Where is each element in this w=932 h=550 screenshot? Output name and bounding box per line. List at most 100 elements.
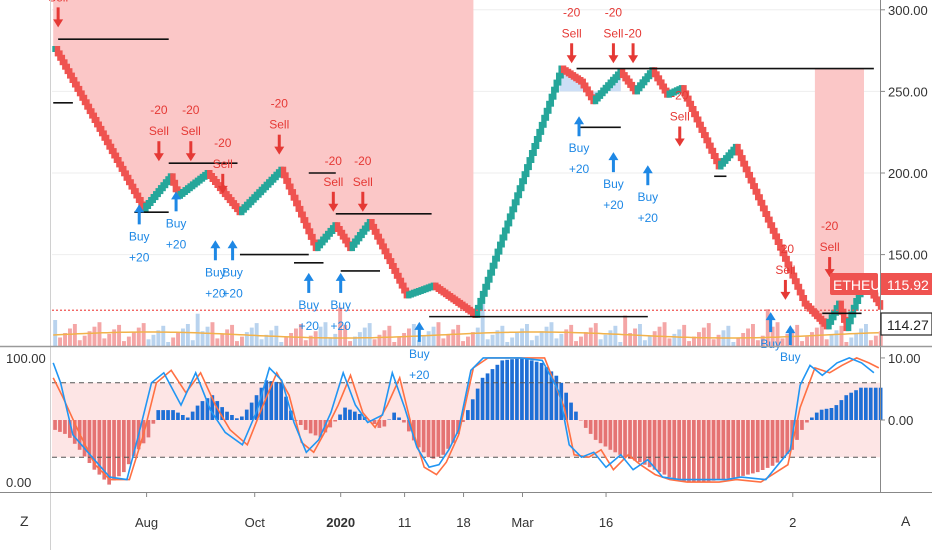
- buy-signal-label: +20: [299, 319, 320, 333]
- oscillator-histogram-bar: [215, 401, 220, 420]
- sell-signal-label: -20: [671, 89, 689, 103]
- oscillator-histogram-bar: [697, 420, 701, 483]
- oscillator-histogram-bar: [534, 361, 539, 420]
- oscillator-histogram-bar: [662, 420, 667, 475]
- oscillator-histogram-bar: [505, 359, 509, 420]
- volume-bar: [642, 340, 647, 346]
- volume-bar: [436, 322, 441, 346]
- oscillator-histogram-bar: [68, 420, 72, 438]
- volume-bar: [141, 323, 146, 346]
- buy-arrowhead-icon: [335, 272, 346, 281]
- oscillator-histogram-bar: [859, 387, 863, 420]
- sell-signal: -20 Sell: [353, 154, 373, 212]
- oscillator-histogram-bar: [677, 420, 681, 480]
- oscillator-histogram-bar: [97, 420, 102, 475]
- oscillator-histogram-bar: [126, 420, 131, 465]
- sell-signal: -20 Sell: [213, 136, 233, 194]
- buy-signal-label: +20: [129, 250, 150, 264]
- oscillator-histogram-bar: [279, 382, 283, 420]
- sell-arrowhead-icon: [328, 203, 339, 212]
- buy-arrowhead-icon: [303, 272, 314, 281]
- oscillator-histogram-bar: [692, 420, 696, 483]
- volume-bar: [692, 336, 696, 346]
- oscillator-histogram-bar: [814, 412, 819, 420]
- volume-bar: [421, 335, 426, 346]
- buy-signal: Buy +20: [222, 240, 243, 300]
- sell-signal-label: -20: [821, 219, 839, 233]
- price-axis-tick-label: 300.00: [888, 3, 928, 18]
- zoom-left-button[interactable]: Z: [8, 505, 44, 537]
- buy-arrowhead-icon: [785, 325, 796, 334]
- volume-bar: [200, 331, 205, 346]
- volume-bar: [760, 335, 765, 346]
- sell-signal-label: Sell: [820, 240, 840, 254]
- oscillator-signal-line: [52, 357, 880, 483]
- oscillator-histogram-bar: [102, 420, 107, 480]
- volume-bar: [569, 324, 574, 346]
- oscillator-histogram-bar: [706, 420, 711, 482]
- sell-arrowhead-icon: [53, 19, 64, 28]
- buy-arrowhead-icon: [227, 240, 238, 249]
- oscillator-histogram-bar: [824, 408, 829, 420]
- volume-bar: [176, 333, 181, 346]
- volume-bar: [515, 333, 520, 346]
- price-brick: [546, 100, 552, 114]
- oscillator-histogram-bar: [470, 399, 475, 420]
- oscillator-histogram-bar: [770, 420, 775, 466]
- sell-arrowhead-icon: [780, 291, 791, 300]
- sell-signal-label: Sell: [213, 157, 233, 171]
- auto-scale-button-label[interactable]: A: [901, 513, 911, 529]
- price-brick: [541, 114, 547, 128]
- price-brick: [516, 185, 523, 199]
- volume-bar: [254, 323, 259, 346]
- volume-bar: [814, 327, 819, 346]
- volume-bar: [652, 331, 657, 346]
- volume-bar: [706, 323, 711, 346]
- volume-bar: [618, 342, 623, 346]
- oscillator-histogram-bar: [588, 420, 593, 434]
- buy-signal: Buy +20: [569, 116, 590, 176]
- volume-bar: [701, 327, 706, 346]
- buy-signal-label: Buy: [603, 177, 624, 191]
- price-brick: [484, 276, 491, 290]
- oscillator-histogram-bar: [131, 420, 136, 457]
- buy-signal-label: Buy: [760, 337, 781, 351]
- oscillator-histogram-bar: [166, 410, 170, 420]
- oscillator-histogram-bar: [235, 418, 239, 420]
- oscillator-histogram-bar: [318, 420, 323, 438]
- oscillator-histogram-bar: [220, 407, 224, 420]
- auto-scale-button-area[interactable]: [888, 505, 924, 537]
- volume-bar: [190, 340, 195, 346]
- volume-bar: [87, 331, 92, 346]
- oscillator-histogram-bar: [225, 411, 229, 420]
- sell-signal-label: -20: [150, 103, 168, 117]
- oscillator-histogram-bar: [392, 412, 396, 420]
- buy-signal-label: +20: [409, 368, 430, 382]
- volume-bar: [682, 324, 687, 346]
- zoom-left-button-area[interactable]: [8, 505, 44, 537]
- signal-region: [53, 0, 474, 315]
- zoom-left-button-label[interactable]: Z: [20, 513, 29, 529]
- oscillator-histogram-bar: [544, 367, 549, 420]
- volume-bar: [583, 332, 588, 346]
- price-brick: [482, 283, 488, 297]
- volume-bar: [770, 326, 775, 346]
- volume-bar: [608, 330, 613, 346]
- oscillator-histogram-bar: [726, 420, 731, 479]
- volume-bar: [564, 329, 569, 346]
- volume-bar: [97, 322, 102, 346]
- volume-bar: [323, 322, 328, 346]
- price-badge-symbol: ETHEUR: [833, 277, 891, 293]
- price-brick: [840, 308, 847, 323]
- oscillator-histogram-bar: [230, 415, 234, 420]
- price-brick: [509, 206, 515, 220]
- volume-bar: [800, 341, 805, 346]
- oscillator-histogram-bar: [529, 360, 534, 420]
- oscillator-histogram-bar: [372, 420, 377, 424]
- volume-bar: [279, 342, 284, 346]
- volume-bar: [166, 342, 171, 346]
- auto-scale-button[interactable]: A: [888, 505, 924, 537]
- sell-signal-label: Sell: [353, 175, 373, 189]
